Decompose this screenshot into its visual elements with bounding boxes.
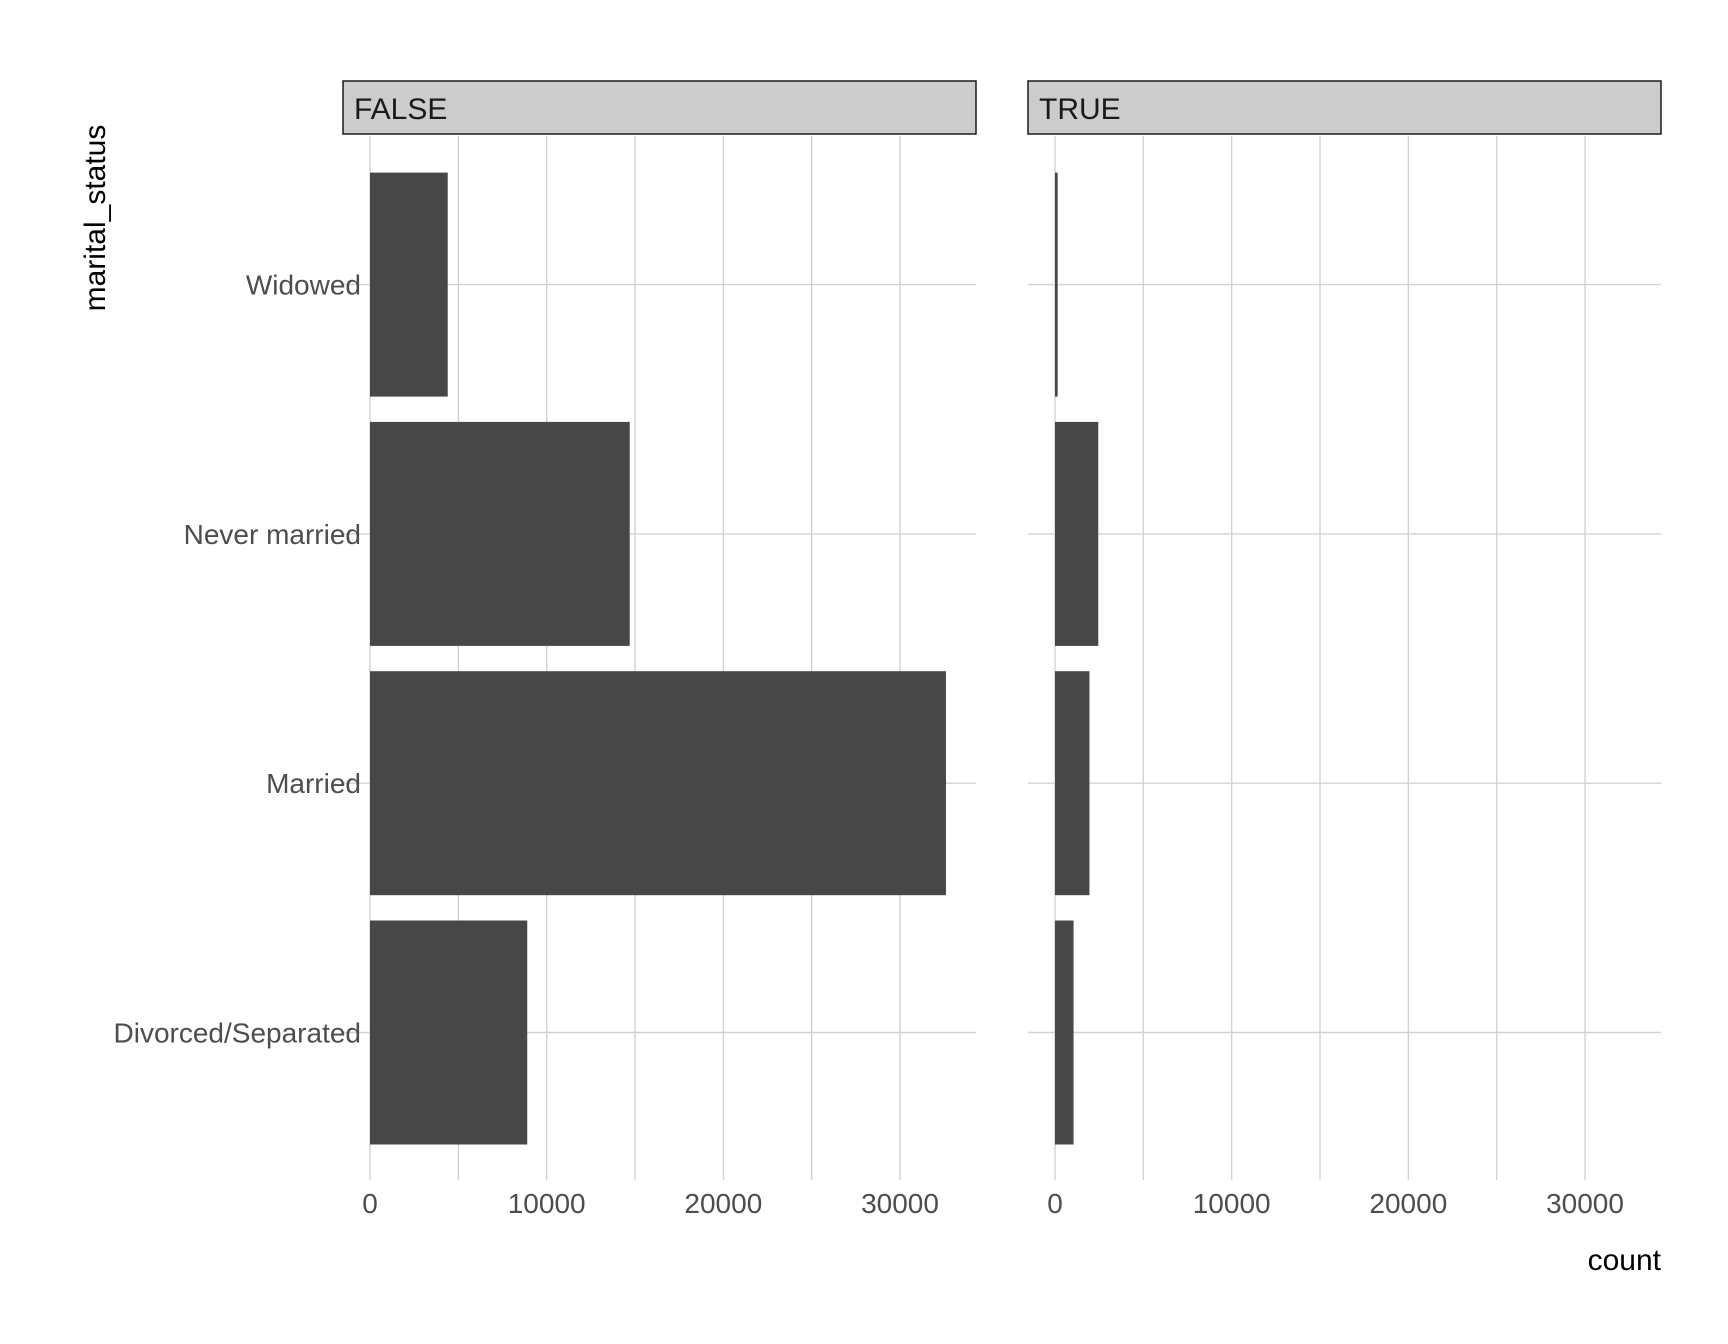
facet-strip-label: TRUE (1039, 93, 1121, 126)
y-axis: Divorced/Separated Married Never married Wi… (114, 270, 361, 1049)
y-tick-label: Widowed (246, 270, 361, 301)
y-tick-label: Never married (184, 519, 361, 550)
x-tick-label: 30000 (861, 1188, 939, 1219)
bar-never-married (1055, 421, 1099, 646)
bar-widowed (370, 172, 448, 397)
x-tick-label: 0 (1047, 1188, 1063, 1219)
y-axis-title: marital_status (79, 125, 112, 312)
facet-strip-label: FALSE (354, 93, 447, 126)
facet-strip (1027, 80, 1662, 135)
x-tick-label: 20000 (1369, 1188, 1447, 1219)
facet-panel-true: TRUE 0 10000 20000 30000 (1027, 80, 1662, 1219)
bar-never-married (370, 421, 630, 646)
x-tick-label: 0 (362, 1188, 378, 1219)
x-tick-label: 30000 (1546, 1188, 1624, 1219)
x-tick-label: 20000 (684, 1188, 762, 1219)
facet-panels: FALSE 0 10000 20000 30000 TRUE 0 10000 20000 3000… (114, 80, 1662, 1219)
bar-divorced-separated (1055, 920, 1074, 1145)
y-tick-label: Divorced/Separated (114, 1018, 361, 1049)
facet-panel-false: FALSE 0 10000 20000 30000 (342, 80, 977, 1219)
bar-widowed (1055, 172, 1058, 397)
x-tick-label: 10000 (508, 1188, 586, 1219)
x-axis-title: count (1588, 1244, 1662, 1277)
bar-married (370, 671, 946, 896)
bar-divorced-separated (370, 920, 528, 1145)
y-tick-label: Married (266, 768, 361, 799)
bar-married (1055, 671, 1090, 896)
facet-strip (342, 80, 977, 135)
x-tick-label: 10000 (1193, 1188, 1271, 1219)
